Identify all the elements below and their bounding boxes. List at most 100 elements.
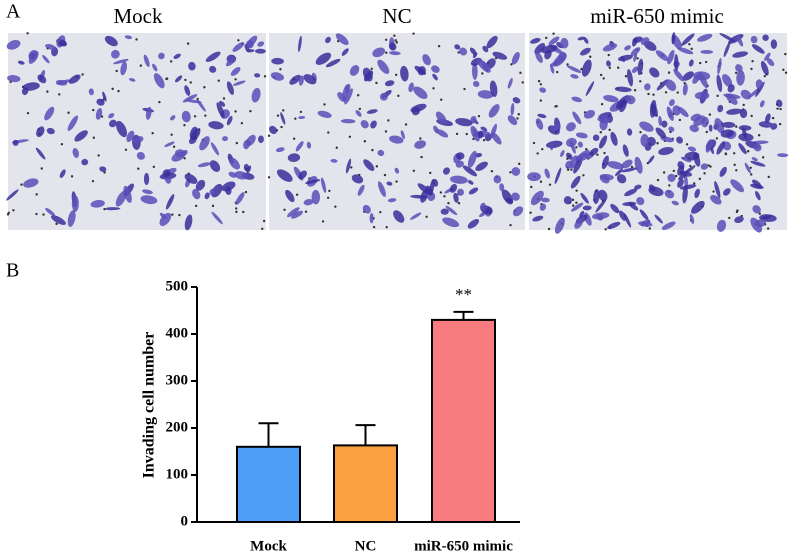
cell: [656, 79, 669, 91]
cell: [570, 175, 581, 189]
cell: [661, 120, 668, 128]
pore: [151, 132, 154, 135]
cell: [477, 58, 491, 73]
pore: [412, 32, 415, 35]
pore: [699, 61, 702, 65]
pore: [678, 118, 682, 122]
pore: [172, 145, 176, 148]
cell: [109, 119, 117, 128]
cell: [619, 210, 627, 221]
cell: [251, 87, 261, 103]
cell: [104, 35, 118, 47]
cell: [195, 179, 206, 191]
cell: [631, 66, 639, 74]
cell: [232, 42, 245, 52]
cell: [640, 134, 649, 147]
cell: [325, 58, 341, 68]
cell: [694, 91, 710, 100]
cell: [616, 174, 627, 184]
pore: [545, 36, 548, 40]
cell: [209, 188, 216, 196]
cell: [550, 143, 554, 151]
cell: [153, 73, 165, 89]
cell: [614, 168, 624, 177]
cell: [554, 167, 562, 185]
pore: [237, 39, 240, 42]
pore: [249, 109, 252, 113]
pore: [334, 205, 337, 208]
cell: [413, 86, 428, 99]
pore: [709, 165, 712, 168]
pore: [607, 53, 610, 57]
pore: [35, 212, 38, 216]
cell: [254, 48, 266, 54]
cell: [232, 80, 246, 86]
cell: [477, 90, 494, 99]
pore: [193, 115, 197, 118]
cell: [625, 95, 636, 105]
cell: [230, 67, 241, 76]
cell: [44, 106, 55, 121]
pore: [639, 131, 642, 134]
pore: [455, 132, 459, 136]
pore: [183, 157, 186, 160]
pore: [633, 89, 637, 92]
pore: [662, 171, 666, 174]
cell: [340, 118, 356, 124]
cell: [544, 49, 552, 60]
cell: [59, 169, 66, 178]
pore: [490, 170, 494, 173]
pore: [465, 132, 468, 136]
cell: [511, 167, 521, 176]
pore: [186, 42, 190, 45]
cell: [655, 127, 666, 139]
pore: [457, 51, 460, 54]
cell: [184, 214, 193, 231]
cell: [530, 190, 544, 206]
cell: [164, 175, 172, 184]
pore: [608, 66, 612, 70]
cell: [174, 75, 183, 83]
pore: [439, 191, 443, 194]
cell: [776, 99, 783, 108]
cell: [595, 198, 607, 213]
cell: [511, 192, 520, 201]
cell: [751, 157, 758, 162]
pore: [608, 128, 611, 132]
cell: [21, 87, 29, 96]
cell: [377, 59, 390, 74]
pore: [704, 60, 708, 64]
cell: [541, 197, 550, 203]
pore: [600, 102, 604, 106]
cell: [661, 221, 676, 230]
pore: [295, 193, 299, 196]
cell: [760, 60, 769, 76]
pore: [575, 201, 578, 204]
cell: [35, 147, 46, 160]
cell: [570, 74, 579, 79]
cell: [6, 40, 21, 50]
cell: [225, 186, 232, 195]
pore: [139, 64, 143, 67]
cell: [363, 159, 375, 171]
pore: [412, 169, 416, 172]
pore: [599, 131, 602, 134]
cell: [123, 185, 132, 203]
cell: [303, 199, 314, 206]
pore: [183, 123, 186, 127]
cell: [581, 59, 592, 77]
pore: [326, 196, 330, 199]
pore: [379, 210, 382, 214]
cell: [158, 52, 165, 60]
cell: [732, 51, 749, 58]
pore: [222, 97, 226, 100]
x-tick-label: miR-650 mimic: [414, 538, 513, 554]
cell: [565, 152, 573, 160]
cell: [46, 127, 55, 135]
pore: [58, 93, 61, 96]
pore: [728, 216, 731, 220]
pore: [537, 79, 541, 83]
pore: [357, 94, 360, 97]
pore: [283, 208, 286, 212]
cell: [770, 39, 778, 49]
